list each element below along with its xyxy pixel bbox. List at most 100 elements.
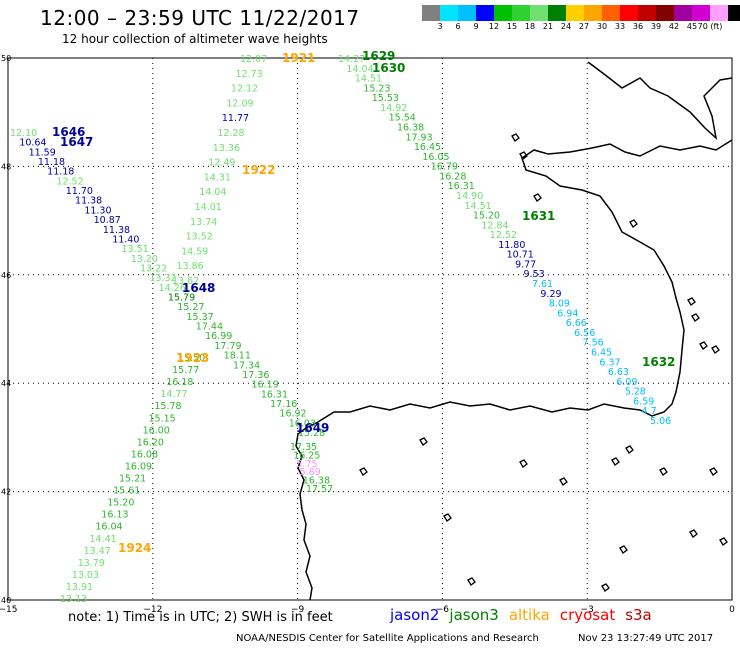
wave-height-reading: 11.38 xyxy=(103,225,130,236)
legend-swatch xyxy=(458,5,476,21)
wave-height-reading: 17.44 xyxy=(196,322,223,333)
wave-height-reading: 16.79 xyxy=(431,162,458,173)
wave-height-reading: 17.36 xyxy=(242,370,269,381)
color-scale-labels: 3 6 9 12 15 18 21 24 27 30 33 36 39 42 45 70 (ft) xyxy=(422,22,740,34)
longitude-tick-label: −3 xyxy=(581,605,594,615)
island xyxy=(601,583,610,592)
legend-swatch xyxy=(638,5,656,21)
wave-height-reading: 15.20 xyxy=(107,498,134,509)
wave-height-reading: 6.56 xyxy=(574,328,595,339)
pass-time-label: 1632 xyxy=(642,355,675,369)
wave-height-reading: 13.62 xyxy=(172,276,199,287)
wave-height-reading: 15.53 xyxy=(372,93,399,104)
legend-swatch xyxy=(656,5,674,21)
wave-height-reading: 7.56 xyxy=(583,338,604,349)
wave-height-reading: 16.45 xyxy=(414,142,441,153)
island xyxy=(443,513,452,522)
wave-height-reading: 14.90 xyxy=(456,191,483,202)
wave-height-reading: 11.18 xyxy=(47,167,74,178)
latitude-tick-label: 42 xyxy=(1,488,11,497)
island xyxy=(511,133,520,142)
island xyxy=(519,459,528,468)
wave-height-reading: 5.28 xyxy=(625,387,646,398)
chart-subtitle: 12 hour collection of altimeter wave hei… xyxy=(62,32,328,46)
wave-height-reading: 9.29 xyxy=(540,289,561,300)
wave-height-reading: 13.32 xyxy=(149,273,176,284)
wave-height-reading: 15.50 xyxy=(178,353,205,364)
longitude-tick-label: −12 xyxy=(143,605,162,615)
wave-height-reading: 13.51 xyxy=(121,244,148,255)
legend-label: 36 xyxy=(632,22,644,31)
longitude-tick-label: 0 xyxy=(729,605,735,615)
wave-height-reading: 5.89 xyxy=(300,467,321,478)
wave-height-reading: 10.64 xyxy=(19,138,46,149)
pass-time-label: 1921 xyxy=(282,51,315,65)
wave-height-reading: 12.52 xyxy=(56,176,83,187)
satellite-legend: jason2 jason3 altika cryosat s3a xyxy=(390,606,662,624)
wave-height-reading: 14.51 xyxy=(464,201,491,212)
wave-height-reading: 16.03 xyxy=(289,418,316,429)
wave-height-reading: 15.61 xyxy=(113,486,140,497)
legend-label: 15 xyxy=(506,22,518,31)
wave-height-reading: 17.57 xyxy=(306,484,333,495)
island xyxy=(359,467,368,476)
island xyxy=(519,151,528,160)
wave-height-reading: 11.18 xyxy=(38,157,65,168)
wave-height-reading: 17.79 xyxy=(214,341,241,352)
wave-height-reading: 6.66 xyxy=(566,318,587,329)
pass-time-label: 1924 xyxy=(118,541,151,555)
legend-label: 45 xyxy=(686,22,698,31)
wave-height-reading: 11.40 xyxy=(112,234,139,245)
island xyxy=(559,477,568,486)
pass-time-label: 1629 xyxy=(362,49,395,63)
legend-label: 27 xyxy=(578,22,590,31)
units-note: note: 1) Time is in UTC; 2) SWH is in fe… xyxy=(68,610,333,625)
wave-height-reading: 12.28 xyxy=(217,128,244,139)
island xyxy=(625,445,634,454)
satellite-cryosat: cryosat xyxy=(559,606,616,624)
pass-time-label: 1922 xyxy=(242,163,275,177)
wave-height-reading: 14.04 xyxy=(199,187,226,198)
wave-height-reading: 17.93 xyxy=(405,132,432,143)
wave-height-reading: 6.94 xyxy=(557,308,578,319)
wave-height-reading: 15.79 xyxy=(168,293,195,304)
wave-height-reading: 12.73 xyxy=(235,69,262,80)
wave-height-reading: 16.99 xyxy=(205,331,232,342)
island xyxy=(619,545,628,554)
legend-swatch xyxy=(566,5,584,21)
legend-swatch xyxy=(422,5,440,21)
legend-swatch xyxy=(710,5,728,21)
coastline xyxy=(295,61,733,601)
legend-label: 9 xyxy=(473,22,479,31)
wave-height-reading: 5.06 xyxy=(650,416,671,427)
wave-height-reading: 11.70 xyxy=(66,186,93,197)
wave-height-reading: 13.47 xyxy=(84,546,111,557)
wave-height-reading: 11.80 xyxy=(498,240,525,251)
wave-height-reading: 15.28 xyxy=(298,428,325,439)
wave-height-reading: 14.26 xyxy=(159,283,186,294)
legend-label: 30 xyxy=(596,22,608,31)
legend-swatch xyxy=(512,5,530,21)
wave-height-reading: 16.19 xyxy=(252,380,279,391)
wave-height-reading: 14.41 xyxy=(90,534,117,545)
wave-height-reading: 6.63 xyxy=(608,367,629,378)
island xyxy=(659,467,668,476)
legend-swatch xyxy=(476,5,494,21)
wave-height-reading: 13.52 xyxy=(186,232,213,243)
wave-height-reading: 16.31 xyxy=(261,389,288,400)
longitude-tick-label: −15 xyxy=(0,605,18,615)
wave-height-reading: 15.54 xyxy=(389,113,416,124)
wave-height-reading: 12.09 xyxy=(226,98,253,109)
wave-height-reading: 13.79 xyxy=(78,558,105,569)
map-frame xyxy=(7,57,733,601)
wave-height-reading: 15.23 xyxy=(363,83,390,94)
wave-height-reading: 11.30 xyxy=(84,205,111,216)
wave-height-reading: 15.37 xyxy=(187,312,214,323)
wave-height-reading: 15.21 xyxy=(119,474,146,485)
chart-title: 12:00 – 23:59 UTC 11/22/2017 xyxy=(40,6,360,30)
wave-height-reading: 16.08 xyxy=(131,449,158,460)
pass-time-label: 1646 xyxy=(52,125,85,139)
credit-line: NOAA/NESDIS Center for Satellite Applica… xyxy=(236,633,539,644)
latitude-tick-label: 48 xyxy=(1,162,11,171)
wave-height-reading: 14.31 xyxy=(204,172,231,183)
